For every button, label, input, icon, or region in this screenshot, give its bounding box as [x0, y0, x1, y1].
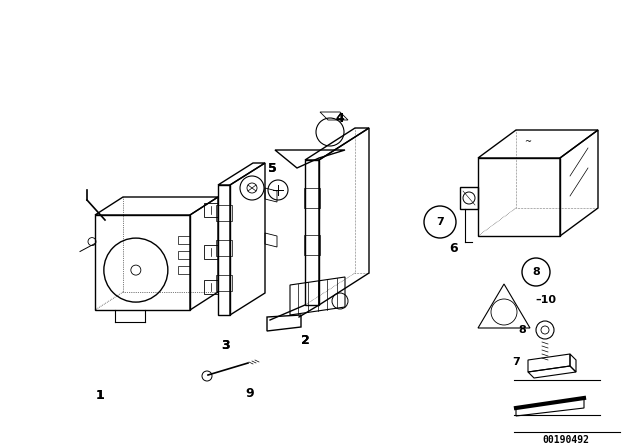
Text: 1: 1: [95, 388, 104, 401]
Text: 9: 9: [246, 387, 254, 400]
Text: 3: 3: [221, 339, 230, 352]
Text: 4: 4: [335, 112, 344, 125]
Text: 6: 6: [450, 241, 458, 254]
Text: 5: 5: [268, 161, 276, 175]
Text: 2: 2: [301, 333, 309, 346]
Text: –10: –10: [535, 295, 556, 305]
Text: 4: 4: [335, 112, 344, 125]
Text: 8: 8: [532, 267, 540, 277]
Text: 3: 3: [221, 339, 230, 352]
Text: ~: ~: [525, 138, 531, 146]
Text: 1: 1: [95, 388, 104, 401]
Text: 7: 7: [436, 217, 444, 227]
Text: 8: 8: [518, 325, 526, 335]
Text: 00190492: 00190492: [543, 435, 589, 445]
Text: 5: 5: [268, 161, 276, 175]
Text: 2: 2: [301, 333, 309, 346]
Text: 7: 7: [512, 357, 520, 367]
